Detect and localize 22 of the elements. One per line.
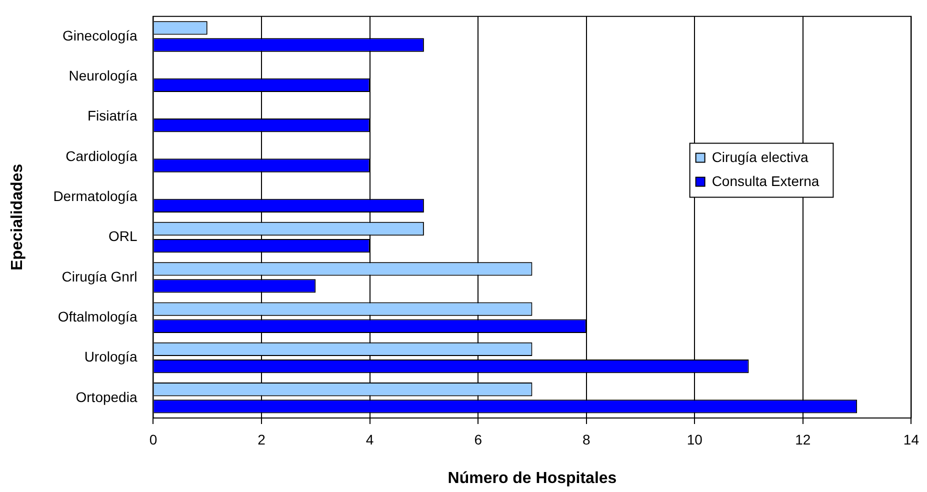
x-axis-title: Número de Hospitales (448, 470, 617, 487)
y-tick-label: ORL (108, 228, 138, 244)
x-tick-label: 0 (149, 431, 158, 448)
y-tick-label: Oftalmología (58, 308, 138, 324)
y-tick-label: Urología (84, 348, 138, 365)
y-tick-label: Ginecología (62, 27, 138, 44)
y-axis-title: Epecialidades (9, 164, 26, 271)
x-tick-label: 2 (258, 431, 266, 448)
legend-label: Cirugía electiva (712, 149, 809, 166)
x-tick-label: 6 (474, 431, 482, 448)
y-tick-label: Cardiología (66, 148, 138, 164)
x-tick-label: 8 (582, 431, 590, 448)
x-tick-label: 10 (686, 431, 703, 448)
x-tick-label: 14 (903, 431, 920, 448)
y-tick-label: Fisiatría (87, 108, 138, 124)
y-tick-label: Dermatología (53, 188, 138, 204)
y-tick-label: Neurología (68, 68, 138, 84)
y-tick-label: Ortopedia (76, 388, 138, 405)
x-tick-label: 4 (366, 431, 374, 448)
legend-label: Consulta Externa (712, 173, 820, 190)
x-tick-label: 12 (795, 431, 811, 448)
y-tick-label: Cirugía Gnrl (62, 268, 138, 284)
